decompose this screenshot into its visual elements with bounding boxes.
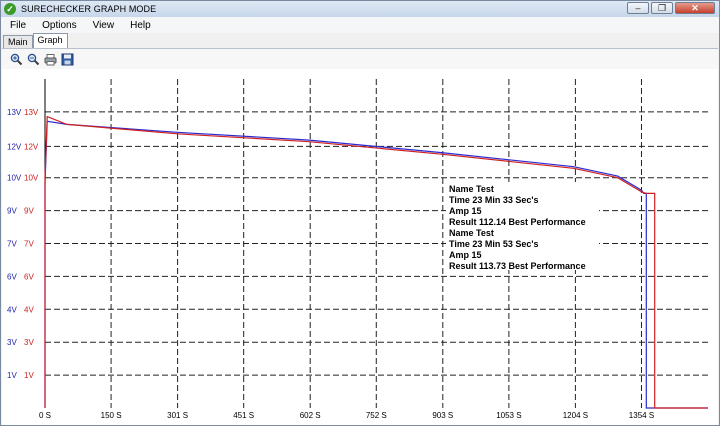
y-tick-label-left: 6V	[7, 272, 17, 281]
save-icon[interactable]	[61, 53, 74, 66]
x-tick-label: 301 S	[167, 411, 188, 420]
menu-help[interactable]: Help	[130, 19, 151, 31]
y-tick-label-left: 9V	[7, 207, 17, 216]
window-title: SURECHECKER GRAPH MODE	[21, 4, 157, 14]
check-icon: ✓	[4, 3, 16, 15]
y-tick-label-left: 3V	[7, 338, 17, 347]
y-tick-label-right: 7V	[24, 240, 34, 249]
y-tick-label-right: 1V	[24, 371, 34, 380]
result-entry: Name Test Time 23 Min 33 Sec's Amp 15 Re…	[449, 184, 599, 228]
result-time: Time 23 Min 33 Sec's	[449, 195, 539, 205]
result-info-box: Name Test Time 23 Min 33 Sec's Amp 15 Re…	[446, 182, 599, 272]
close-icon[interactable]: ✕	[675, 2, 715, 14]
x-tick-label: 150 S	[101, 411, 122, 420]
result-score: Result 113.73 Best Performance	[449, 261, 586, 271]
x-tick-label: 903 S	[432, 411, 453, 420]
result-name: Name Test	[449, 184, 494, 194]
x-tick-label: 752 S	[366, 411, 387, 420]
y-tick-label-left: 4V	[7, 305, 17, 314]
y-tick-label-left: 7V	[7, 240, 17, 249]
zoom-out-icon[interactable]	[27, 53, 40, 66]
result-name: Name Test	[449, 228, 494, 238]
y-tick-label-left: 12V	[7, 142, 22, 151]
window-controls: – ❐ ✕	[627, 2, 715, 14]
x-tick-label: 602 S	[300, 411, 321, 420]
minimize-icon[interactable]: –	[627, 2, 649, 14]
tab-main[interactable]: Main	[3, 35, 33, 48]
result-score: Result 112.14 Best Performance	[449, 217, 586, 227]
x-tick-label: 451 S	[233, 411, 254, 420]
tab-strip: Main Graph	[3, 33, 68, 48]
menu-view[interactable]: View	[92, 19, 115, 31]
title-bar[interactable]: ✓ SURECHECKER GRAPH MODE – ❐ ✕	[1, 1, 719, 17]
y-tick-label-left: 13V	[7, 108, 22, 117]
x-tick-label: 0 S	[39, 411, 51, 420]
voltage-chart: 13V 13V 12V 12V 10V 10V 9V 9V 7V 7V 6V 6V 4V 4V 3V 3V 1V…	[7, 79, 708, 420]
menu-bar: File Options View Help	[1, 17, 719, 33]
x-tick-label: 1053 S	[496, 411, 521, 420]
zoom-in-icon[interactable]	[10, 53, 23, 66]
y-tick-label-right: 13V	[24, 108, 39, 117]
graph-toolbar	[2, 48, 718, 69]
y-tick-label-left: 1V	[7, 371, 17, 380]
x-tick-label: 1204 S	[563, 411, 588, 420]
result-time: Time 23 Min 53 Sec's	[449, 239, 539, 249]
y-tick-label-right: 10V	[24, 174, 39, 183]
series-line	[44, 115, 708, 409]
tab-graph[interactable]: Graph	[32, 33, 68, 48]
result-entry: Name Test Time 23 Min 53 Sec's Amp 15 Re…	[449, 228, 599, 272]
y-tick-label-right: 3V	[24, 338, 34, 347]
y-tick-label-right: 12V	[24, 142, 39, 151]
y-tick-label-right: 4V	[24, 305, 34, 314]
y-tick-label-right: 6V	[24, 272, 34, 281]
y-tick-label-right: 9V	[24, 207, 34, 216]
result-amp: Amp 15	[449, 206, 482, 216]
menu-file[interactable]: File	[10, 19, 27, 31]
x-tick-label: 1354 S	[629, 411, 654, 420]
print-icon[interactable]	[44, 53, 57, 66]
graph-area[interactable]: 13V 13V 12V 12V 10V 10V 9V 9V 7V 7V 6V 6V 4V 4V 3V 3V 1V…	[2, 69, 718, 425]
menu-options[interactable]: Options	[42, 19, 77, 31]
y-tick-label-left: 10V	[7, 174, 22, 183]
maximize-icon[interactable]: ❐	[651, 2, 673, 14]
result-amp: Amp 15	[449, 250, 482, 260]
